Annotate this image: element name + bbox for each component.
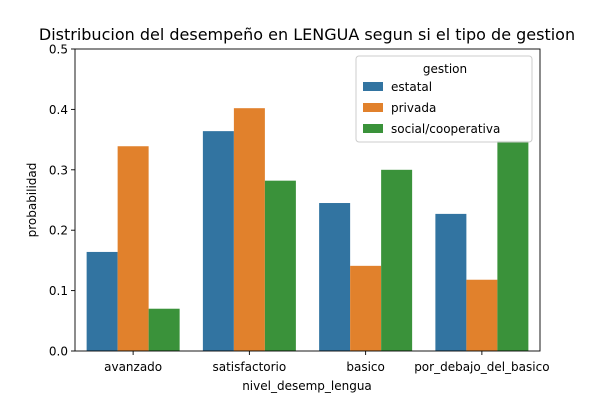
bar-privada-satisfactorio	[233, 108, 265, 351]
bar-estatal-avanzado	[86, 251, 118, 351]
legend-swatch	[363, 82, 383, 91]
bar-social-cooperativa-por_debajo_del_basico	[497, 140, 529, 351]
y-tick-label: 0.0	[49, 345, 68, 359]
chart-title: Distribucion del desempeño en LENGUA seg…	[39, 25, 575, 44]
legend-label: privada	[391, 101, 436, 115]
legend: gestion estatal privada social/cooperativa	[355, 55, 533, 143]
legend-swatch	[363, 124, 383, 133]
legend-label: estatal	[391, 80, 432, 94]
bar-social-cooperativa-basico	[381, 169, 413, 351]
bar-privada-basico	[350, 265, 382, 351]
bar-privada-por_debajo_del_basico	[466, 279, 498, 351]
plot-frame	[74, 48, 541, 352]
y-tick-label: 0.2	[49, 224, 68, 238]
bar-social-cooperativa-avanzado	[148, 308, 180, 351]
y-axis-label: probabilidad	[25, 163, 39, 238]
x-tick-label: basico	[346, 360, 385, 374]
bar-estatal-basico	[319, 203, 351, 351]
legend-label: social/cooperativa	[391, 122, 500, 136]
x-tick-label: por_debajo_del_basico	[414, 360, 549, 374]
plot-area: 0.0 0.1 0.2 0.3 0.4 0.5 avanzado satisfactorio b…	[49, 43, 550, 375]
x-tick-label: avanzado	[104, 360, 162, 374]
y-tick-label: 0.1	[49, 284, 68, 298]
legend-title: gestion	[423, 62, 467, 76]
y-tick-label: 0.4	[49, 103, 68, 117]
x-axis-label: nivel_desemp_lengua	[242, 379, 372, 393]
bar-privada-avanzado	[117, 146, 149, 351]
legend-swatch	[363, 103, 383, 112]
y-tick-label: 0.5	[49, 43, 68, 57]
y-tick-label: 0.3	[49, 163, 68, 177]
x-tick-label: satisfactorio	[213, 360, 287, 374]
bar-estatal-satisfactorio	[202, 131, 234, 351]
bar-social-cooperativa-satisfactorio	[264, 180, 296, 351]
bar-estatal-por_debajo_del_basico	[435, 213, 467, 351]
legend-box	[355, 55, 533, 143]
